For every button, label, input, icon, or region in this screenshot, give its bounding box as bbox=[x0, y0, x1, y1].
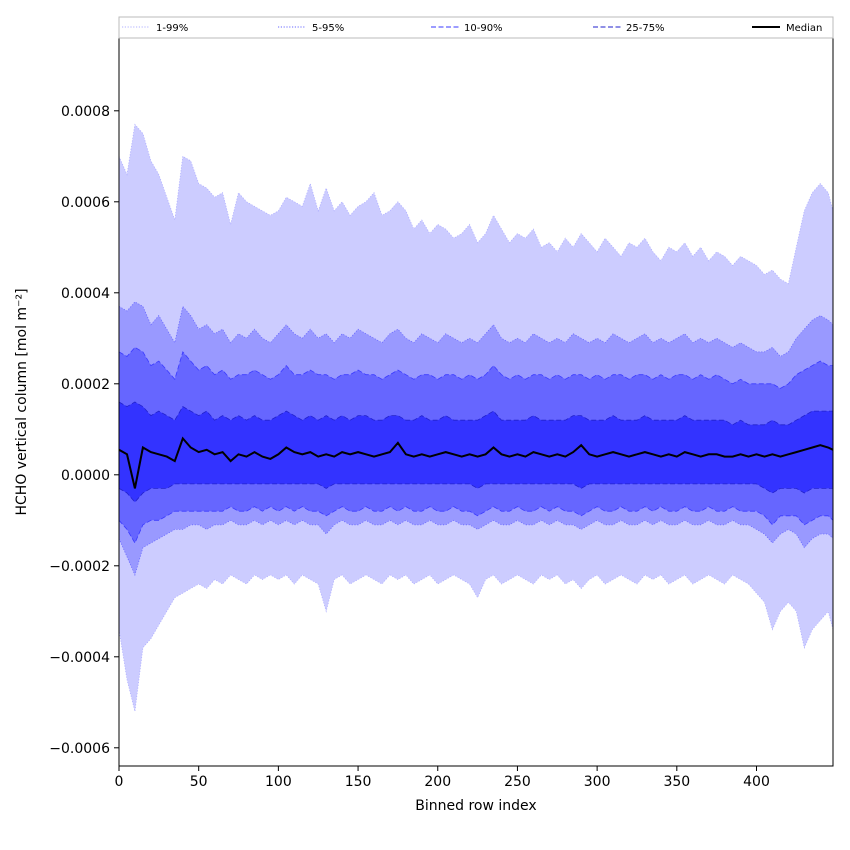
legend-label-0: 1-99% bbox=[156, 23, 188, 34]
y-tick-label: 0.0008 bbox=[61, 104, 110, 120]
series-3-band bbox=[119, 402, 833, 503]
y-tick-label: 0.0006 bbox=[61, 195, 110, 211]
y-tick-label: 0.0000 bbox=[61, 468, 110, 484]
x-tick-label: 150 bbox=[345, 774, 372, 790]
plot-area bbox=[118, 123, 834, 712]
x-tick-label: 400 bbox=[743, 774, 770, 790]
series-3-lower-line bbox=[118, 483, 833, 503]
x-tick-label: 100 bbox=[265, 774, 292, 790]
median-line bbox=[118, 436, 834, 489]
series-1-upper-line bbox=[118, 301, 834, 358]
series-0-upper-line bbox=[118, 123, 834, 285]
legend: 1-99% 5-95% 10-90% 25-75% Median bbox=[118, 16, 834, 39]
y-tick-label: −0.0006 bbox=[49, 741, 110, 757]
series-3-upper-line bbox=[118, 401, 833, 426]
series-1-lower-line bbox=[118, 519, 834, 577]
y-tick-label: −0.0002 bbox=[49, 559, 110, 575]
x-tick-label: 50 bbox=[190, 774, 208, 790]
y-axis-label: HCHO vertical column [mol m⁻²] bbox=[14, 288, 30, 515]
x-axis: 0 50 100 150 200 250 300 350 400 bbox=[115, 766, 770, 790]
y-tick-label: 0.0002 bbox=[61, 377, 110, 393]
legend-label-2: 10-90% bbox=[464, 23, 503, 34]
x-tick-label: 300 bbox=[584, 774, 611, 790]
y-tick-label: 0.0004 bbox=[61, 286, 110, 302]
x-tick-label: 350 bbox=[663, 774, 690, 790]
x-tick-label: 250 bbox=[504, 774, 531, 790]
x-axis-label: Binned row index bbox=[415, 798, 536, 814]
legend-label-3: 25-75% bbox=[626, 23, 665, 34]
y-tick-label: −0.0004 bbox=[49, 650, 110, 666]
y-axis: −0.0006 −0.0004 −0.0002 0.0000 0.0002 0.0004 0… bbox=[49, 104, 119, 757]
x-tick-label: 200 bbox=[424, 774, 451, 790]
legend-label-4: Median bbox=[786, 23, 822, 34]
series-2-lower-line bbox=[118, 506, 834, 544]
x-tick-label: 0 bbox=[115, 774, 124, 790]
series-0-lower-line bbox=[118, 574, 834, 712]
legend-frame bbox=[118, 16, 834, 39]
legend-label-1: 5-95% bbox=[312, 23, 344, 34]
series-2-upper-line bbox=[118, 346, 833, 389]
